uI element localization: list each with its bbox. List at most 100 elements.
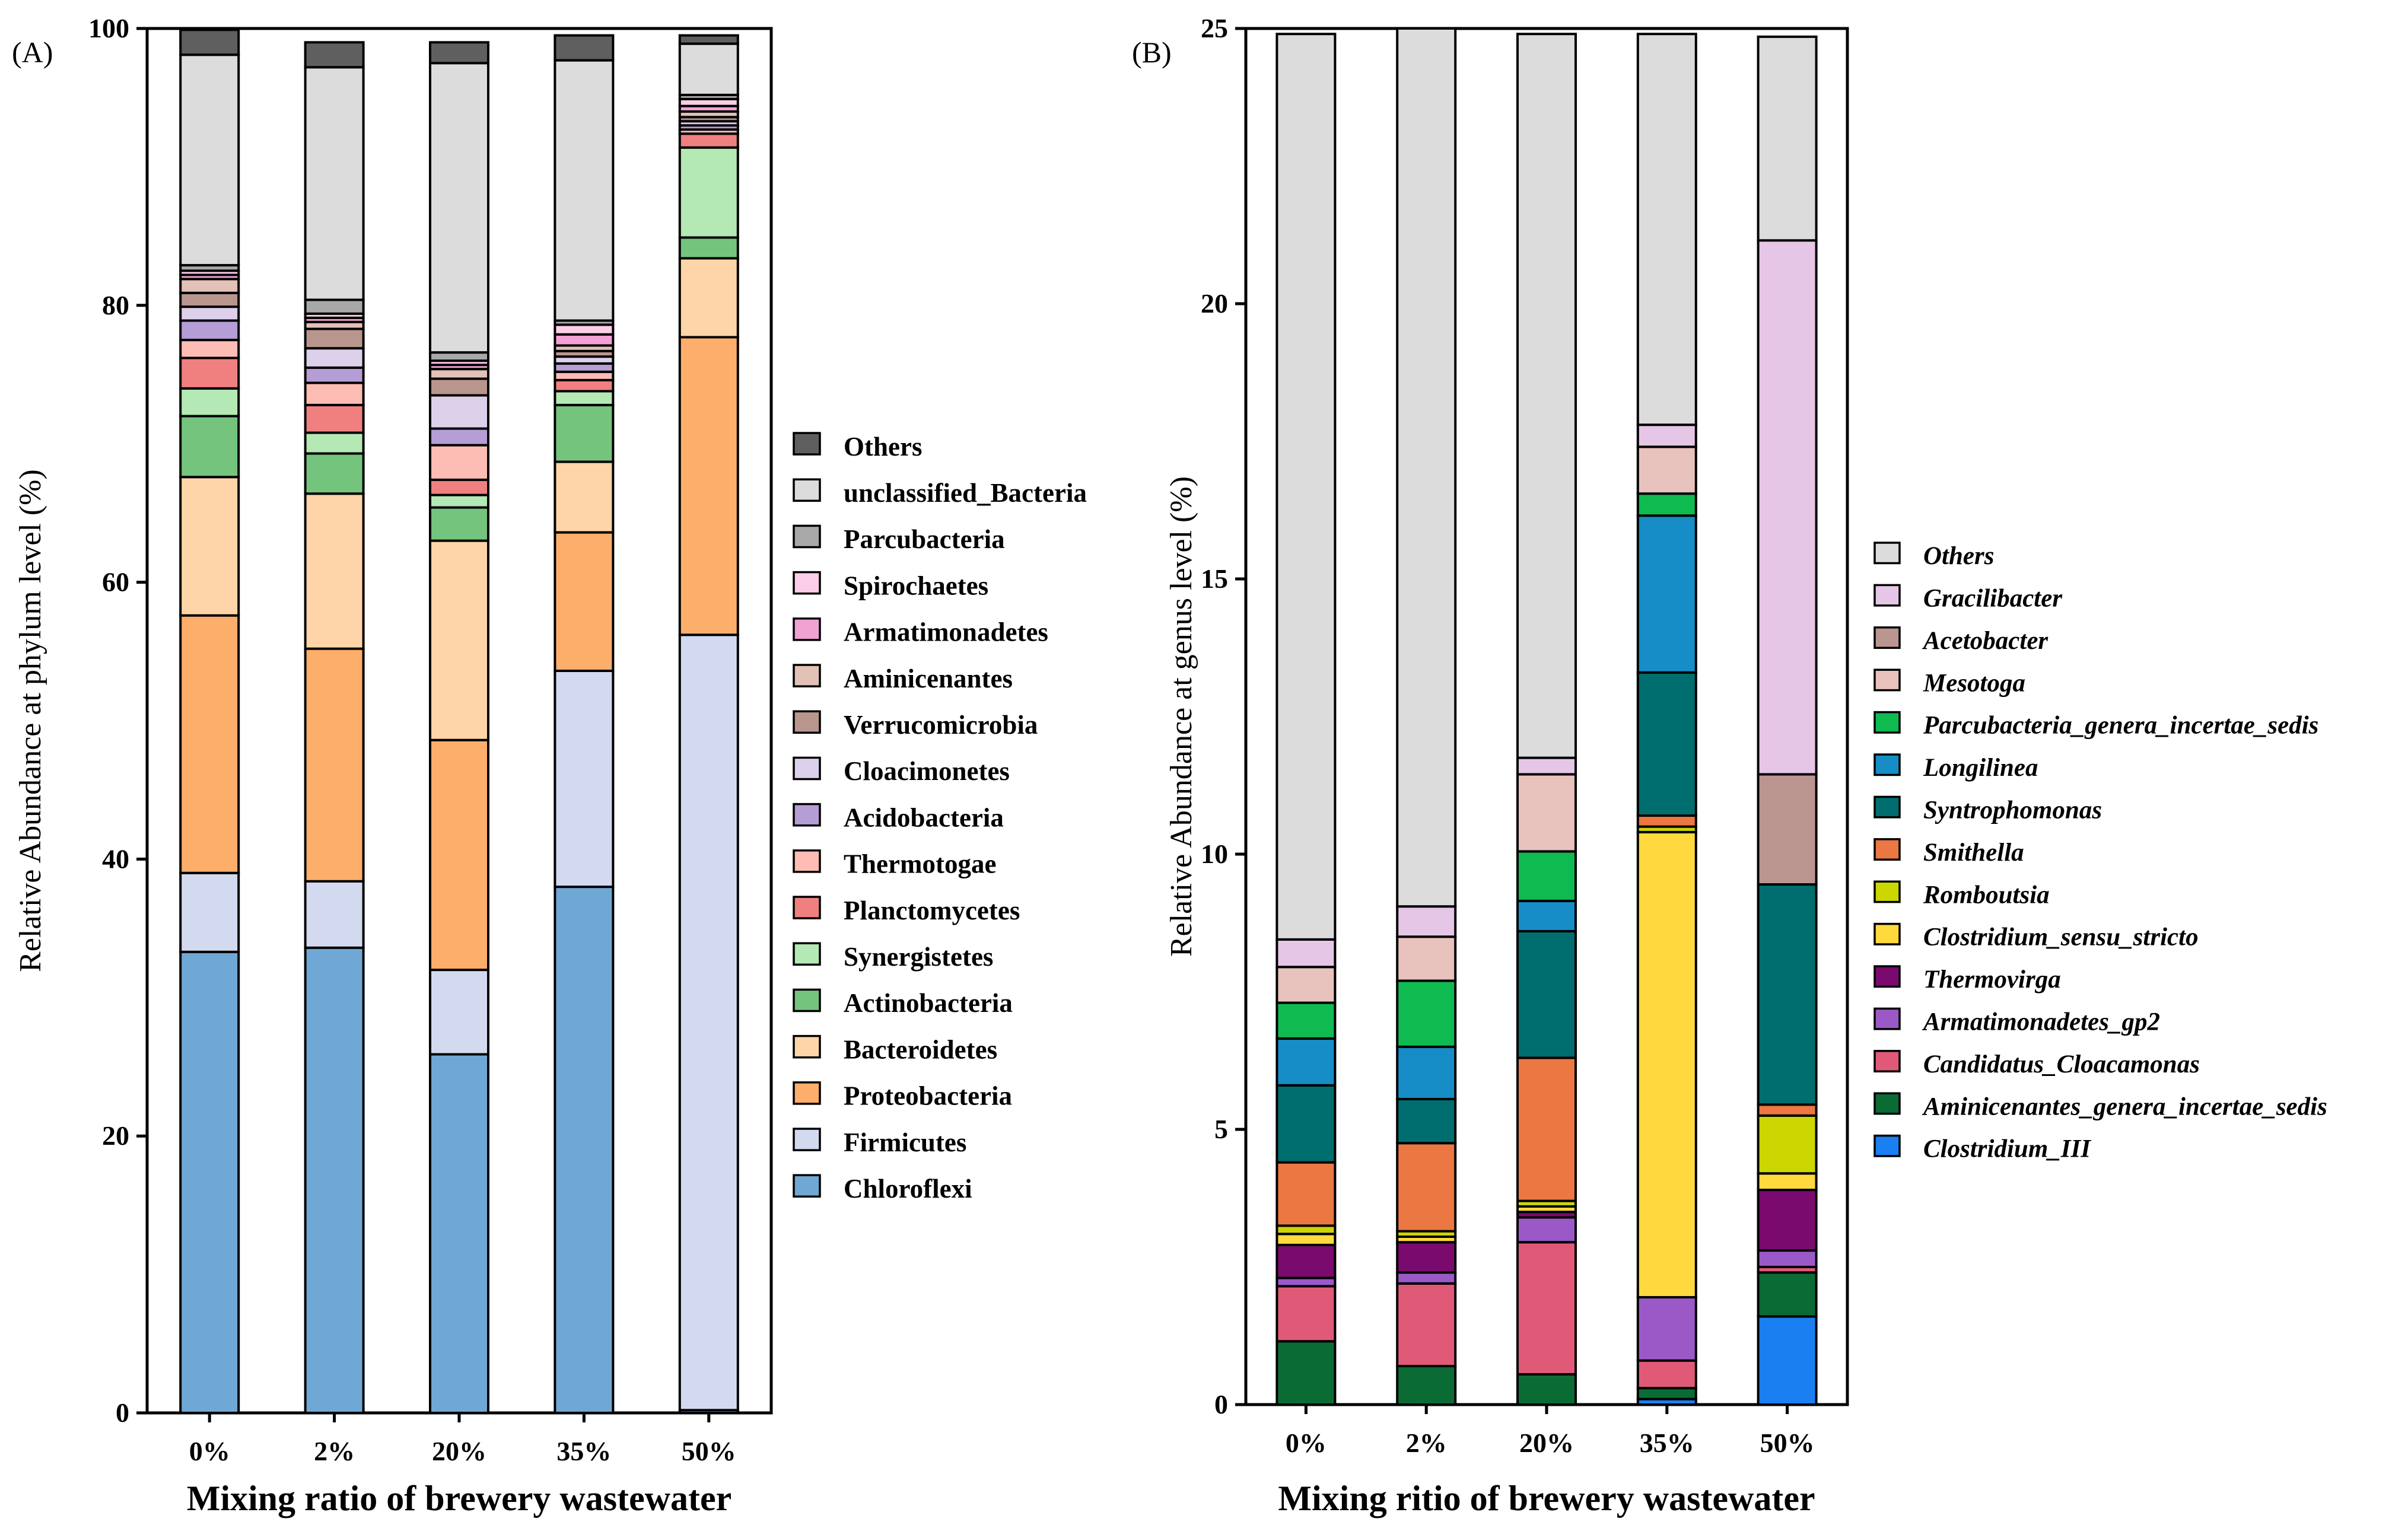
- bar-segment-clostridium-sensu-stricto: [1636, 830, 1697, 1299]
- bar-segment-parcubacteria: [304, 298, 365, 315]
- bar-segment-unclassified-bacteria: [429, 62, 489, 354]
- bar-segment-aminicenantes-genera-incertae-sedis: [1396, 1365, 1457, 1406]
- y-tick-label: 100: [88, 13, 129, 43]
- bar-segment-unclassified-bacteria: [554, 59, 615, 322]
- bar-segment-others: [554, 34, 615, 62]
- bar-segment-clostridium-sensu-stricto: [1275, 1233, 1337, 1246]
- bar-segment-smithella: [1516, 1056, 1577, 1202]
- bar-segment-aminicenantes-genera-incertae-sedis: [1275, 1340, 1337, 1406]
- legend-swatch-acetobacter: [1873, 626, 1901, 649]
- y-tick-label: 5: [1214, 1114, 1228, 1144]
- panel-a-phylum-chart: (A) 0 20 40 60 80 100 Relative Abundance at phy…: [12, 13, 1087, 1518]
- x-tick-label: 50%: [682, 1436, 736, 1466]
- y-tick-label: 25: [1201, 13, 1228, 43]
- bar-segment-firmicutes: [429, 969, 489, 1056]
- bar-segment-unclassified-bacteria: [304, 66, 365, 301]
- bar-segment-smithella: [1636, 814, 1697, 828]
- bar-segment-synergistetes: [554, 390, 615, 406]
- panel-label: (B): [1132, 36, 1172, 69]
- bar-segment-parcubacteria-genera-incertae-sedis: [1516, 850, 1577, 902]
- x-tick-label: 2%: [1406, 1428, 1447, 1458]
- bar-segment-parcubacteria: [429, 351, 489, 362]
- legend-swatch-actinobacteria: [793, 988, 821, 1013]
- y-axis-label: Relative Abundance at genus level (%): [1165, 476, 1198, 957]
- bar-segment-unclassified-bacteria: [179, 53, 240, 267]
- bar-segment-cloacimonetes: [304, 347, 365, 369]
- bar-segment-synergistetes: [429, 494, 489, 509]
- x-axis-label: Mixing ritio of brewery wastewater: [1278, 1479, 1815, 1518]
- x-tick-label: 0%: [189, 1436, 230, 1466]
- legend-label-acetobacter: Acetobacter: [1922, 627, 2048, 655]
- legend-label-others: Others: [1923, 542, 1994, 570]
- bar-segment-parcubacteria-genera-incertae-sedis: [1396, 979, 1457, 1048]
- legend-label-firmicutes: Firmicutes: [844, 1128, 966, 1157]
- y-tick-label: 10: [1201, 839, 1228, 869]
- x-tick-label: 20%: [1519, 1428, 1574, 1458]
- legend-label-aminicenantes-genera-incertae-sedis: Aminicenantes_genera_incertae_sedis: [1922, 1093, 2327, 1120]
- legend-swatch-clostridium-sensu-stricto: [1873, 922, 1901, 945]
- legend-swatch-others: [793, 432, 821, 456]
- bar-segment-mesotoga: [1516, 773, 1577, 853]
- bar-segment-romboutsia: [1757, 1114, 1818, 1175]
- bar-segment-acidobacteria: [554, 362, 615, 373]
- bar-segment-cloacimonetes: [179, 305, 240, 322]
- bar-segment-parcubacteria-genera-incertae-sedis: [1636, 492, 1697, 517]
- bar-segment-others: [678, 34, 739, 45]
- bar-segment-longilinea: [1396, 1045, 1457, 1100]
- panel-b-genus-chart: (B) 0 5 10 15 20 25 Relative Abundance at genus…: [1132, 13, 2327, 1518]
- legend-swatch-candidatus-cloacamonas: [1873, 1050, 1901, 1072]
- legend-swatch-syntrophomonas: [1873, 795, 1901, 819]
- bar-segment-chloroflexi: [304, 946, 365, 1414]
- y-tick-label: 20: [102, 1120, 129, 1151]
- bar-segment-aminicenantes-genera-incertae-sedis: [1757, 1271, 1818, 1318]
- bar-segment-acidobacteria: [179, 319, 240, 342]
- legend-label-aminicenantes: Aminicenantes: [844, 664, 1013, 693]
- x-tick-label: 50%: [1760, 1428, 1815, 1458]
- bar-segment-clostridium-iii: [1757, 1315, 1818, 1406]
- bar-segment-others: [1396, 27, 1457, 908]
- legend-label-spirochaetes: Spirochaetes: [844, 571, 988, 600]
- bar-segment-armatimonadetes-gp2: [1757, 1249, 1818, 1268]
- bar-segment-gracilibacter: [1516, 756, 1577, 776]
- bar-segment-others: [1636, 33, 1697, 426]
- bar-segment-gracilibacter: [1636, 424, 1697, 448]
- legend-label-planctomycetes: Planctomycetes: [844, 896, 1020, 925]
- legend-swatch-synergistetes: [793, 942, 821, 966]
- bar-segment-verrucomicrobia: [429, 377, 489, 397]
- legend-label-clostridium-sensu-stricto: Clostridium_sensu_stricto: [1923, 924, 2199, 951]
- bar-segment-acidobacteria: [429, 427, 489, 447]
- legend-swatch-acidobacteria: [793, 803, 821, 827]
- bar-segment-others: [1275, 33, 1337, 941]
- bar-segment-thermovirga: [1275, 1243, 1337, 1279]
- bar-segment-planctomycetes: [179, 356, 240, 390]
- legend-swatch-clostridium-iii: [1873, 1134, 1901, 1157]
- legend-swatch-firmicutes: [793, 1128, 821, 1151]
- bar-segment-firmicutes: [304, 880, 365, 949]
- y-tick-label: 0: [1214, 1389, 1228, 1419]
- legend-label-syntrophomonas: Syntrophomonas: [1923, 796, 2102, 824]
- bar-segment-armatimonadetes-gp2: [1396, 1271, 1457, 1285]
- bar-segment-armatimonadetes-gp2: [1275, 1276, 1337, 1288]
- bar-segment-bacteroidetes: [678, 257, 739, 339]
- bar-segment-proteobacteria: [304, 647, 365, 883]
- bar-segment-syntrophomonas: [1636, 671, 1697, 817]
- bar-segment-gracilibacter: [1757, 239, 1818, 776]
- bar-segment-others: [1757, 35, 1818, 242]
- bar-segment-clostridium-sensu-stricto: [1757, 1172, 1818, 1192]
- bar-segment-syntrophomonas: [1275, 1084, 1337, 1164]
- bar-segment-romboutsia: [1275, 1224, 1337, 1236]
- bar-segment-verrucomicrobia: [179, 291, 240, 308]
- legend-label-gracilibacter: Gracilibacter: [1923, 584, 2063, 612]
- y-tick-label: 15: [1201, 563, 1228, 594]
- bar-segment-armatimonadetes-gp2: [1636, 1296, 1697, 1362]
- bar-segment-smithella: [1757, 1103, 1818, 1117]
- legend-swatch-parcubacteria: [793, 524, 821, 549]
- bar-segment-longilinea: [1516, 899, 1577, 932]
- legend-swatch-armatimonadetes-gp2: [1873, 1007, 1901, 1030]
- bar-segment-firmicutes: [179, 871, 240, 953]
- bar-segment-proteobacteria: [678, 336, 739, 636]
- bar-segment-planctomycetes: [304, 403, 365, 434]
- bar-segment-chloroflexi: [179, 950, 240, 1414]
- bar-segment-bacteroidetes: [179, 476, 240, 617]
- bar-segment-thermotogae: [429, 444, 489, 481]
